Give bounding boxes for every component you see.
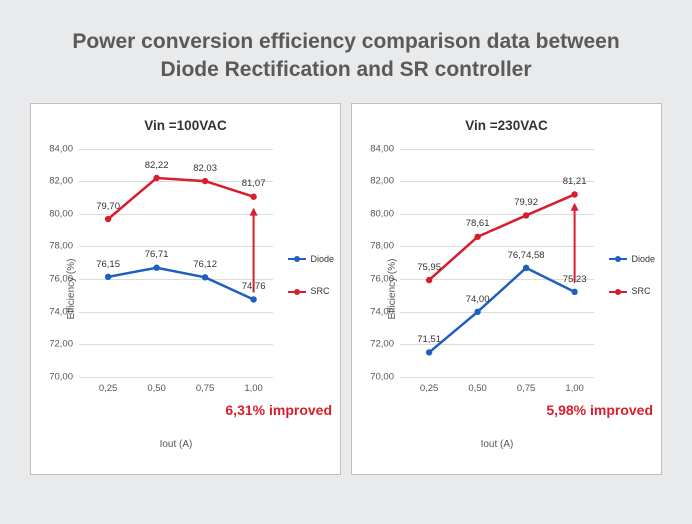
y-tick-label: 84,00: [49, 143, 73, 154]
legend-label: SRC: [631, 286, 650, 297]
x-tick-label: 0,50: [147, 383, 166, 394]
data-label: 75,23: [563, 274, 587, 285]
data-label: 81,21: [563, 176, 587, 187]
y-tick-label: 74,00: [49, 306, 73, 317]
main-title: Power conversion efficiency comparison d…: [0, 0, 692, 103]
data-label: 74,00: [466, 294, 490, 305]
legend-swatch: [288, 258, 306, 260]
data-label: 76,12: [193, 259, 217, 270]
data-label: 75,95: [417, 262, 441, 273]
y-tick-label: 78,00: [49, 241, 73, 252]
src-marker: [474, 233, 480, 239]
x-axis-label: Iout (A): [79, 439, 273, 450]
chart-100vac: Vin =100VACEfficiency (%)Iout (A)70,0072…: [30, 103, 341, 475]
x-tick-label: 0,50: [468, 383, 487, 394]
x-tick-label: 0,75: [196, 383, 215, 394]
legend-label: SRC: [310, 286, 329, 297]
legend-item-diode: Diode: [609, 254, 655, 265]
x-tick-label: 1,00: [244, 383, 263, 394]
y-tick-label: 82,00: [49, 176, 73, 187]
legend: Diode SRC: [288, 254, 334, 320]
data-label: 82,03: [193, 163, 217, 174]
data-label: 78,61: [466, 218, 490, 229]
legend-swatch: [609, 291, 627, 293]
src-marker: [105, 216, 111, 222]
plot-area: 70,0072,0074,0076,0078,0080,0082,0084,00…: [79, 149, 273, 377]
diode-line: [429, 268, 574, 353]
src-marker: [250, 193, 256, 199]
legend-label: Diode: [310, 254, 334, 265]
x-tick-label: 0,25: [420, 383, 439, 394]
diode-marker: [426, 349, 432, 355]
legend-swatch: [288, 291, 306, 293]
chart-subtitle: Vin =100VAC: [31, 118, 340, 133]
src-marker: [153, 174, 159, 180]
plot-area: 70,0072,0074,0076,0078,0080,0082,0084,00…: [400, 149, 594, 377]
diode-line: [108, 267, 254, 299]
diode-marker: [250, 296, 256, 302]
diode-marker: [523, 264, 529, 270]
y-tick-label: 82,00: [370, 176, 394, 187]
x-tick-label: 0,25: [99, 383, 118, 394]
x-tick-label: 0,75: [517, 383, 536, 394]
gridline: [79, 377, 273, 378]
legend: Diode SRC: [609, 254, 655, 320]
src-line: [108, 178, 254, 219]
y-tick-label: 80,00: [370, 208, 394, 219]
src-marker: [426, 277, 432, 283]
data-label: 81,07: [242, 178, 266, 189]
legend-swatch: [609, 258, 627, 260]
diode-marker: [474, 308, 480, 314]
y-tick-label: 72,00: [49, 339, 73, 350]
data-label: 79,70: [96, 201, 120, 212]
legend-item-src: SRC: [288, 286, 334, 297]
diode-marker: [202, 274, 208, 280]
src-marker: [571, 191, 577, 197]
x-tick-label: 1,00: [565, 383, 584, 394]
diode-marker: [105, 273, 111, 279]
y-tick-label: 74,00: [370, 306, 394, 317]
improvement-arrow-head: [250, 207, 258, 215]
y-tick-label: 78,00: [370, 241, 394, 252]
gridline: [400, 377, 594, 378]
legend-item-src: SRC: [609, 286, 655, 297]
y-tick-label: 84,00: [370, 143, 394, 154]
y-tick-label: 76,00: [370, 273, 394, 284]
y-tick-label: 76,00: [49, 273, 73, 284]
data-label: 74,76: [242, 281, 266, 292]
data-label: 76,74,58: [508, 250, 545, 261]
title-line2: Diode Rectification and SR controller: [160, 58, 531, 81]
title-line1: Power conversion efficiency comparison d…: [72, 30, 619, 53]
legend-label: Diode: [631, 254, 655, 265]
diode-marker: [571, 288, 577, 294]
charts-container: Vin =100VACEfficiency (%)Iout (A)70,0072…: [0, 103, 692, 475]
y-tick-label: 72,00: [370, 339, 394, 350]
src-marker: [202, 178, 208, 184]
diode-marker: [153, 264, 159, 270]
data-label: 76,71: [145, 249, 169, 260]
chart-230vac: Vin =230VACEfficiency (%)Iout (A)70,0072…: [351, 103, 662, 475]
data-label: 76,15: [96, 259, 120, 270]
y-tick-label: 70,00: [49, 371, 73, 382]
improvement-callout: 6,31% improved: [225, 402, 332, 418]
src-marker: [523, 212, 529, 218]
legend-item-diode: Diode: [288, 254, 334, 265]
improvement-arrow-head: [571, 202, 579, 210]
chart-subtitle: Vin =230VAC: [352, 118, 661, 133]
data-label: 82,22: [145, 160, 169, 171]
data-label: 79,92: [514, 197, 538, 208]
data-label: 71,51: [417, 334, 441, 345]
y-tick-label: 70,00: [370, 371, 394, 382]
src-line: [429, 194, 574, 280]
improvement-callout: 5,98% improved: [546, 402, 653, 418]
y-tick-label: 80,00: [49, 208, 73, 219]
x-axis-label: Iout (A): [400, 439, 594, 450]
